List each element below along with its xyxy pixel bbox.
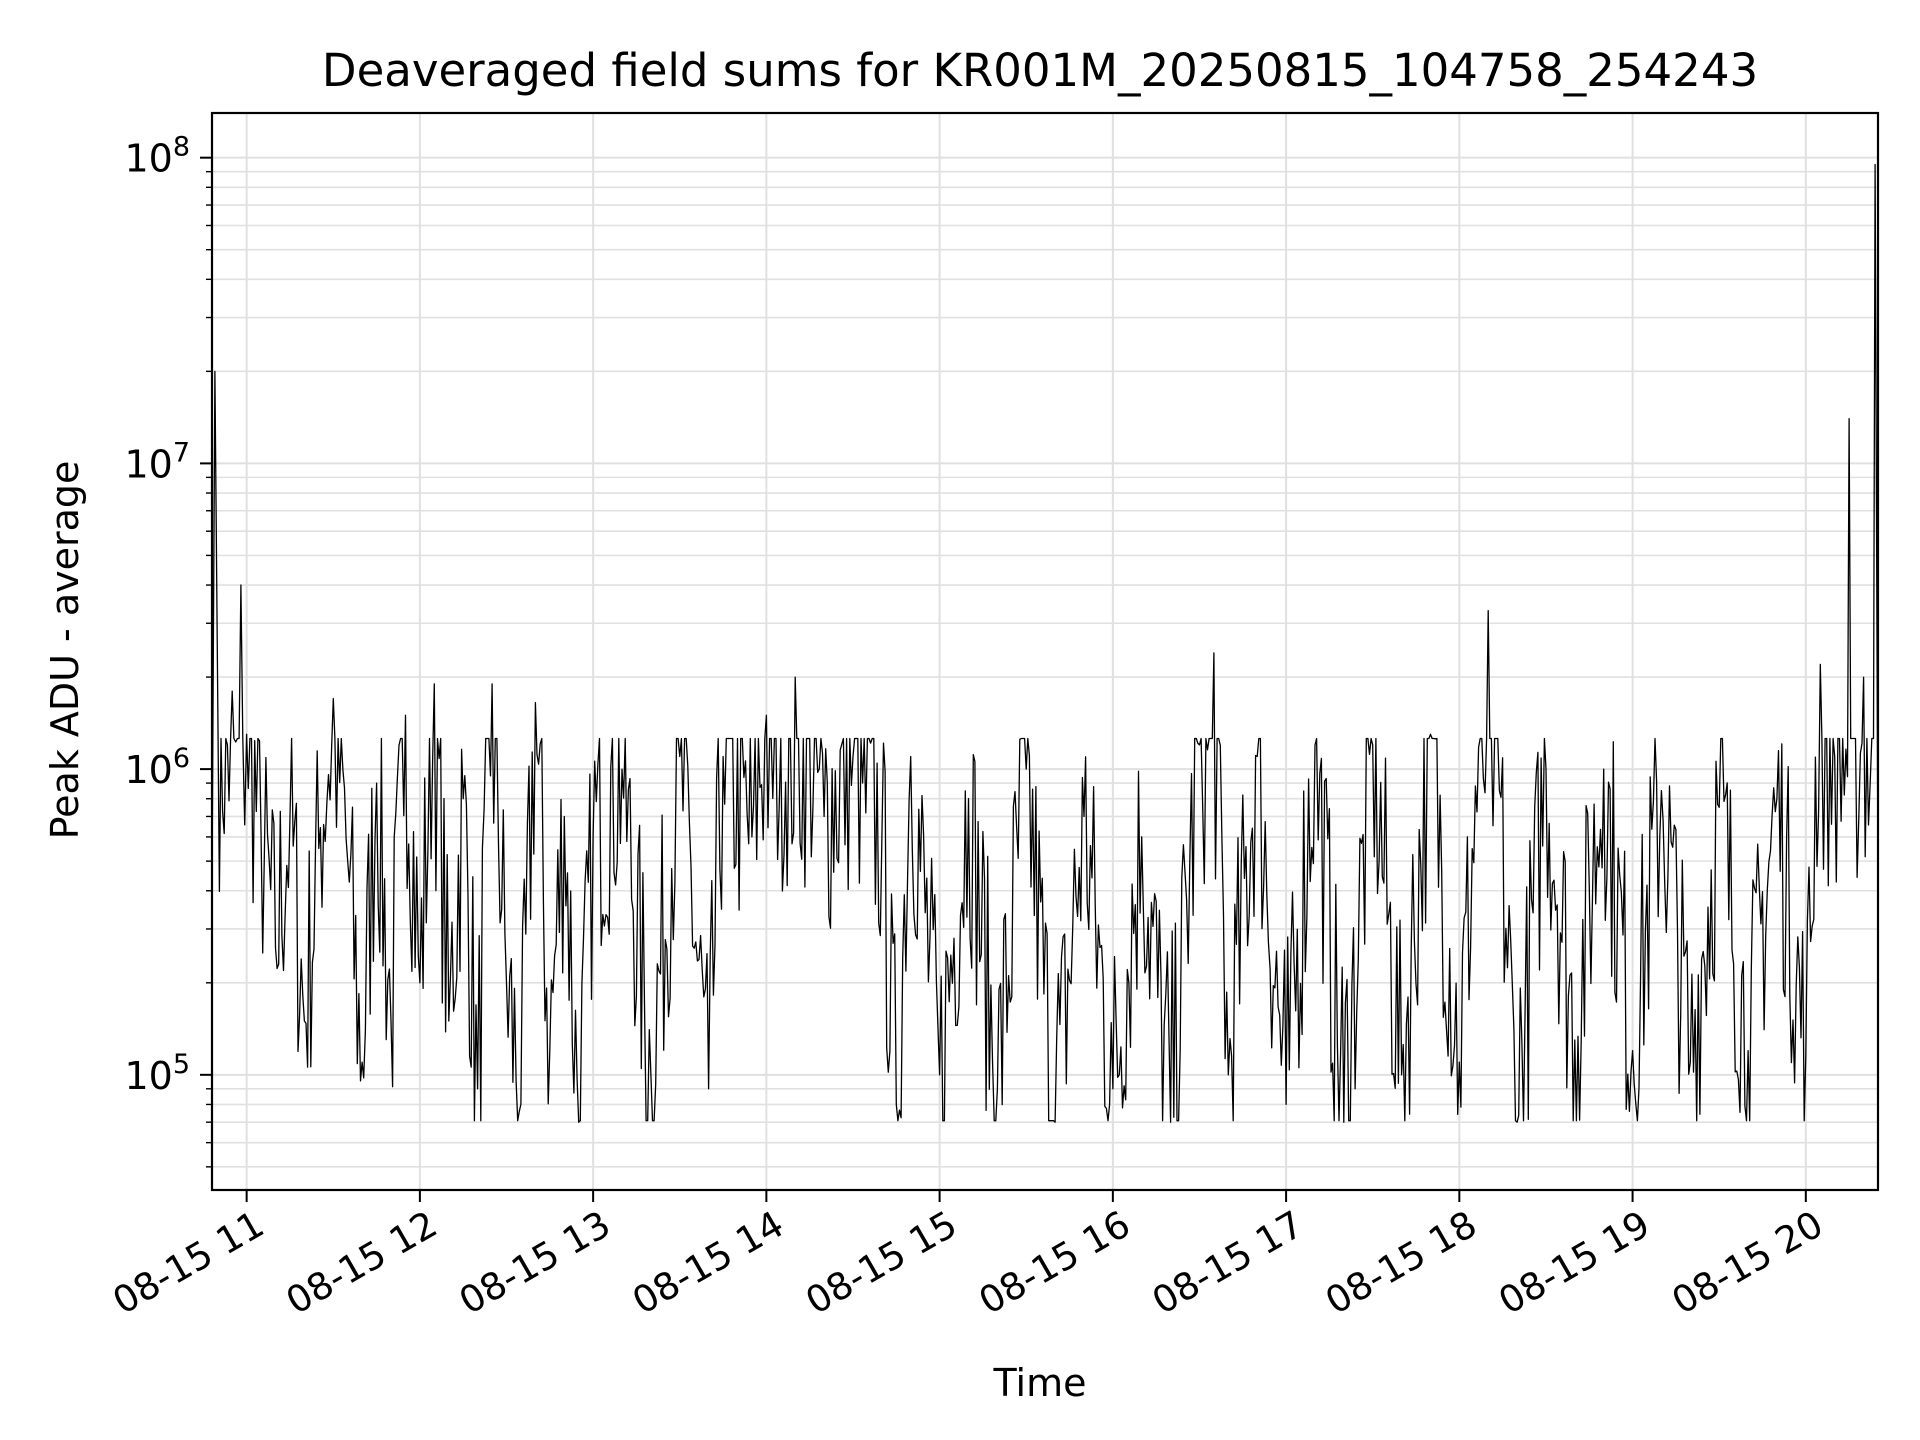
grid xyxy=(212,113,1878,1190)
x-tick-label: 08-15 17 xyxy=(1145,1203,1311,1323)
x-tick-label: 08-15 18 xyxy=(1318,1203,1484,1323)
x-tick-label: 08-15 11 xyxy=(106,1203,272,1323)
x-tick-label: 08-15 12 xyxy=(279,1203,445,1323)
x-axis-label: Time xyxy=(993,1361,1087,1405)
x-tick-label: 08-15 20 xyxy=(1665,1203,1831,1323)
series-line xyxy=(211,163,1879,1123)
x-tick-label: 08-15 19 xyxy=(1492,1203,1658,1323)
x-tick-label: 08-15 13 xyxy=(452,1203,618,1323)
axis-ticks: 08-15 11 08-15 12 08-15 13 08-15 14 08-15 15… xyxy=(106,132,1831,1323)
y-tick-label: 106 xyxy=(124,743,190,792)
plot-frame xyxy=(210,111,1880,1192)
x-tick-label: 08-15 15 xyxy=(799,1203,965,1323)
chart-title: Deaveraged field sums for KR001M_2025081… xyxy=(322,44,1758,97)
y-tick-label: 108 xyxy=(124,132,190,181)
y-tick-label: 105 xyxy=(124,1049,190,1098)
x-tick-label: 08-15 14 xyxy=(625,1203,791,1323)
data-series xyxy=(211,163,1879,1123)
y-tick-label: 107 xyxy=(124,437,190,486)
x-tick-label: 08-15 16 xyxy=(972,1203,1138,1323)
y-axis-label: Peak ADU - average xyxy=(43,461,87,840)
